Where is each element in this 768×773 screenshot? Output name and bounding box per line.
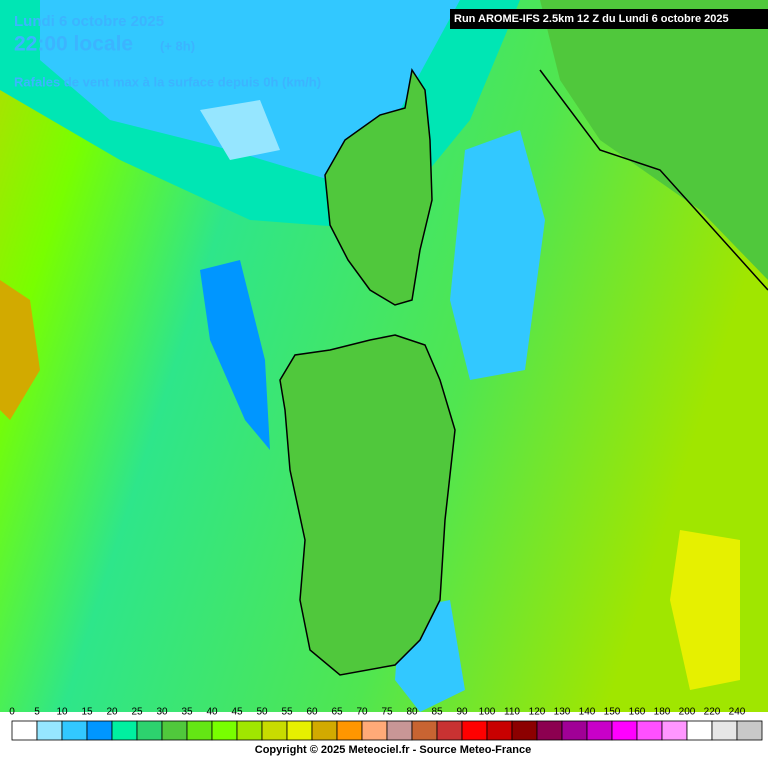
legend-label: 160 xyxy=(629,707,646,718)
wind-zone xyxy=(0,280,40,420)
legend-label: 130 xyxy=(554,707,571,718)
legend-swatch xyxy=(311,720,338,741)
legend-label: 25 xyxy=(131,707,143,718)
run-box xyxy=(450,9,768,29)
legend-label: 110 xyxy=(504,707,520,718)
legend-label: 10 xyxy=(56,707,68,718)
land xyxy=(540,0,768,280)
wind-zone xyxy=(670,530,740,690)
legend-swatch xyxy=(711,720,738,741)
legend-swatch xyxy=(611,720,638,741)
legend-swatch xyxy=(161,720,188,741)
legend-swatch xyxy=(561,720,588,741)
legend-label: 45 xyxy=(231,707,243,718)
legend-swatch xyxy=(386,720,413,741)
legend-swatch xyxy=(686,720,713,741)
legend-swatch xyxy=(436,720,463,741)
legend-label: 100 xyxy=(479,707,496,718)
wind-zone xyxy=(450,130,545,380)
time: 22:00 locale xyxy=(14,33,133,56)
legend-label: 70 xyxy=(356,707,368,718)
date: Lundi 6 octobre 2025 xyxy=(14,13,164,30)
legend-swatch xyxy=(186,720,213,741)
legend-label: 220 xyxy=(704,707,721,718)
legend-swatch xyxy=(86,720,113,741)
legend-swatch xyxy=(461,720,488,741)
legend-swatch xyxy=(36,720,63,741)
legend-swatch xyxy=(536,720,563,741)
legend-swatch xyxy=(136,720,163,741)
wind-zone xyxy=(200,260,270,450)
legend-swatch xyxy=(286,720,313,741)
legend-label: 200 xyxy=(679,707,696,718)
legend-label: 80 xyxy=(406,707,418,718)
legend-label: 75 xyxy=(381,707,393,718)
legend-label: 15 xyxy=(81,707,93,718)
legend-swatch xyxy=(511,720,538,741)
legend-label: 150 xyxy=(604,707,621,718)
copyright: Copyright © 2025 Meteociel.fr - Source M… xyxy=(255,744,531,756)
sardinia xyxy=(279,334,456,676)
legend-swatch xyxy=(236,720,263,741)
legend-swatch xyxy=(61,720,88,741)
legend-label: 120 xyxy=(529,707,546,718)
legend-swatch xyxy=(211,720,238,741)
legend-label: 140 xyxy=(579,707,596,718)
legend-swatch xyxy=(636,720,663,741)
run: Run AROME-IFS 2.5km 12 Z du Lundi 6 octo… xyxy=(454,13,729,25)
legend-label: 50 xyxy=(256,707,268,718)
legend-label: 5 xyxy=(34,707,40,718)
legend-label: 30 xyxy=(156,707,168,718)
legend-swatch xyxy=(111,720,138,741)
legend-swatch xyxy=(486,720,513,741)
italy-coast xyxy=(539,69,768,291)
legend-label: 180 xyxy=(654,707,671,718)
legend-swatch xyxy=(586,720,613,741)
legend-label: 240 xyxy=(729,707,746,718)
legend-swatch xyxy=(336,720,363,741)
legend-swatch xyxy=(736,720,763,741)
corsica xyxy=(324,68,433,306)
subtitle: Rafales de vent max à la surface depuis … xyxy=(14,74,321,89)
legend-label: 40 xyxy=(206,707,218,718)
legend-label: 35 xyxy=(181,707,193,718)
legend-label: 65 xyxy=(331,707,343,718)
legend-label: 55 xyxy=(281,707,293,718)
legend-swatch xyxy=(361,720,388,741)
legend-label: 0 xyxy=(9,707,15,718)
legend-label: 60 xyxy=(306,707,318,718)
offset: (+ 8h) xyxy=(160,38,195,53)
legend-swatch xyxy=(661,720,688,741)
legend-label: 85 xyxy=(431,707,443,718)
legend-label: 90 xyxy=(456,707,468,718)
legend-swatch xyxy=(411,720,438,741)
legend-swatch xyxy=(261,720,288,741)
legend-label: 20 xyxy=(106,707,118,718)
legend-swatch xyxy=(11,720,38,741)
wind-zone xyxy=(200,100,280,160)
